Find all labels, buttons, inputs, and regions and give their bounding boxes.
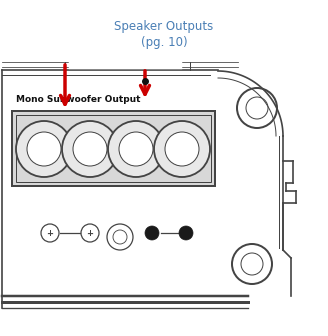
Circle shape xyxy=(27,132,61,166)
Text: Speaker Outputs
(pg. 10): Speaker Outputs (pg. 10) xyxy=(114,20,214,49)
Circle shape xyxy=(108,121,164,177)
Text: Mono Subwoofer Output: Mono Subwoofer Output xyxy=(16,95,140,104)
Circle shape xyxy=(165,132,199,166)
Bar xyxy=(12,111,215,186)
Text: +: + xyxy=(47,228,53,238)
Circle shape xyxy=(62,121,118,177)
Bar xyxy=(16,115,211,182)
Circle shape xyxy=(154,121,210,177)
Circle shape xyxy=(119,132,153,166)
Circle shape xyxy=(179,226,193,240)
Circle shape xyxy=(73,132,107,166)
Circle shape xyxy=(145,226,159,240)
Circle shape xyxy=(16,121,72,177)
Text: +: + xyxy=(87,228,93,238)
